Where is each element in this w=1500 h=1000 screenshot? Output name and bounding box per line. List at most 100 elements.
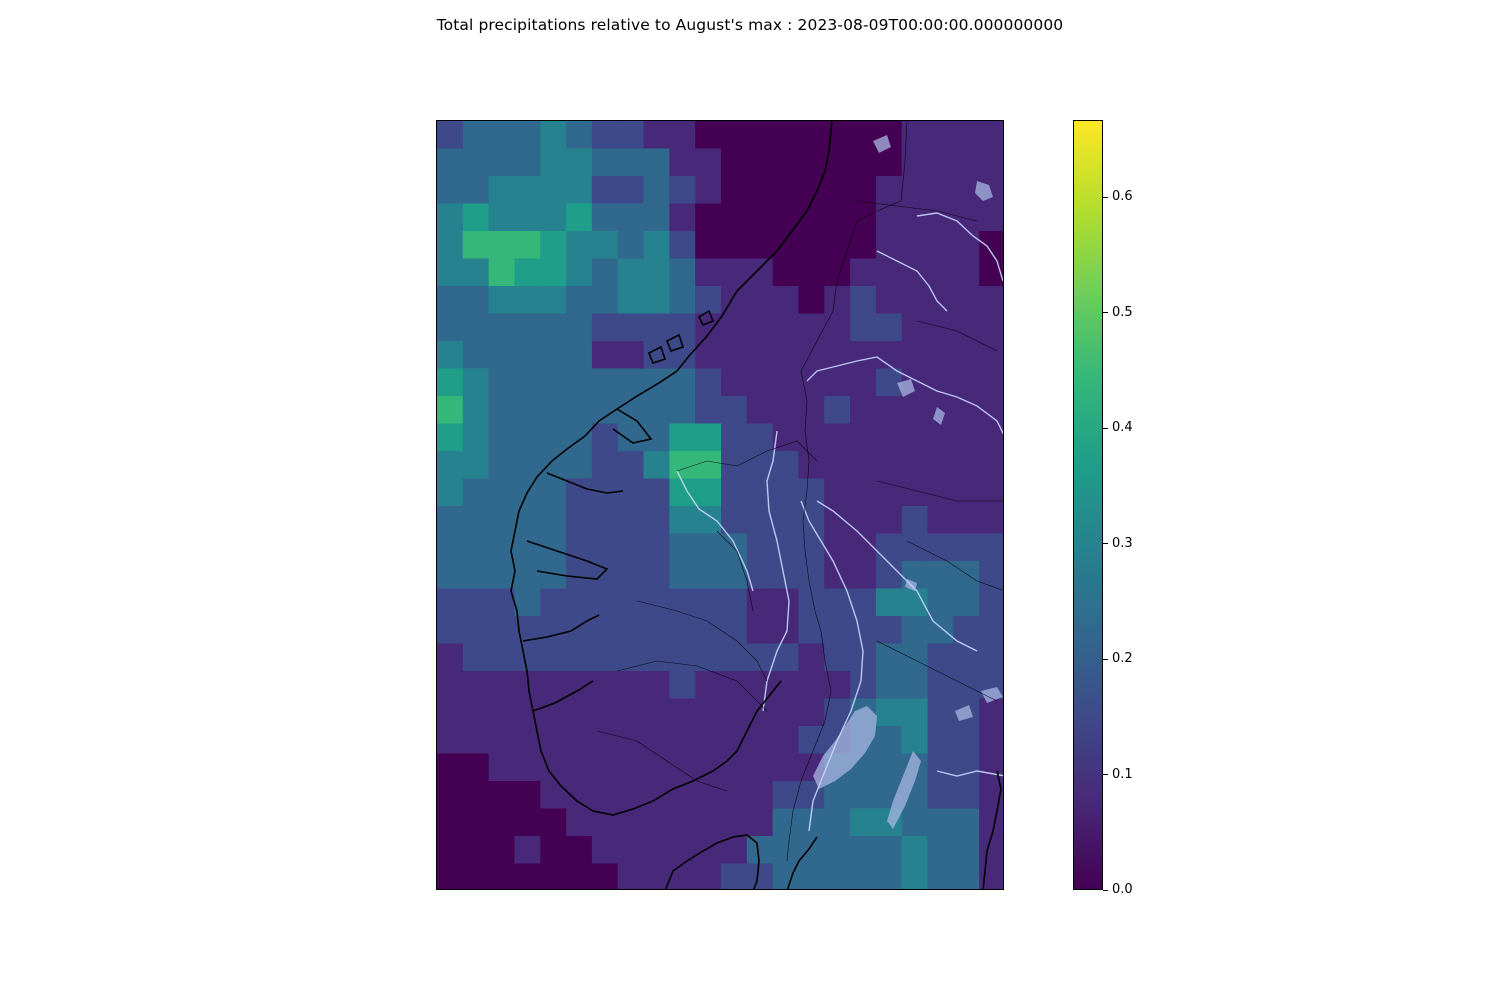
precip-cell xyxy=(540,396,567,425)
precip-cell xyxy=(746,121,774,150)
precip-cell xyxy=(901,341,929,370)
precip-cell xyxy=(437,148,464,177)
precip-cell xyxy=(927,863,954,889)
precip-cell xyxy=(798,726,825,755)
precip-cell xyxy=(772,423,800,452)
precip-cell xyxy=(540,506,567,535)
precip-cell xyxy=(617,451,645,480)
precip-cell xyxy=(798,506,825,535)
precip-cell xyxy=(643,753,670,782)
precip-cell xyxy=(591,121,619,150)
precip-cell xyxy=(617,313,645,342)
precip-cell xyxy=(566,231,593,260)
precip-cell xyxy=(643,808,670,837)
precip-cell xyxy=(875,506,903,535)
precip-cell xyxy=(927,451,954,480)
precip-cell xyxy=(488,423,516,452)
precip-cell xyxy=(953,368,980,397)
precip-cell xyxy=(591,726,619,755)
precip-cell xyxy=(462,176,490,205)
precip-cell xyxy=(927,588,954,617)
precip-cell xyxy=(901,203,929,232)
precip-cell xyxy=(850,836,877,865)
precip-cell xyxy=(721,341,748,370)
precip-cell xyxy=(824,121,851,150)
precip-cell xyxy=(695,203,722,232)
precip-cell xyxy=(566,176,593,205)
colorbar-tick-mark xyxy=(1103,427,1108,429)
precip-cell xyxy=(901,176,929,205)
precip-cell xyxy=(617,231,645,260)
precip-cell xyxy=(591,836,619,865)
precip-cell xyxy=(540,176,567,205)
precip-cell xyxy=(540,258,567,287)
precip-cell xyxy=(953,726,980,755)
precip-cell xyxy=(824,533,851,562)
precip-cell xyxy=(772,478,800,507)
precip-cell xyxy=(875,231,903,260)
precip-cell xyxy=(772,286,800,315)
precip-cell xyxy=(746,726,774,755)
precip-cell xyxy=(591,781,619,810)
precip-cell xyxy=(617,506,645,535)
precip-cell xyxy=(824,863,851,889)
precip-cell xyxy=(643,671,670,700)
precip-cell xyxy=(617,478,645,507)
precip-cell xyxy=(875,203,903,232)
precip-cell xyxy=(617,808,645,837)
precip-cell xyxy=(695,423,722,452)
colorbar-gradient xyxy=(1074,121,1102,889)
precip-cell xyxy=(746,588,774,617)
precip-cell xyxy=(746,533,774,562)
precip-cell xyxy=(617,423,645,452)
precip-cell xyxy=(488,313,516,342)
precip-cell xyxy=(875,616,903,645)
precip-cell xyxy=(927,671,954,700)
precip-cell xyxy=(437,341,464,370)
precip-cell xyxy=(824,808,851,837)
precip-cell xyxy=(953,231,980,260)
precip-cell xyxy=(540,836,567,865)
precip-cell xyxy=(514,368,541,397)
precip-cell xyxy=(798,313,825,342)
precip-cell xyxy=(798,588,825,617)
precip-cell xyxy=(953,258,980,287)
precip-cell xyxy=(798,231,825,260)
precip-cell xyxy=(514,121,541,150)
precip-cell xyxy=(979,341,1003,370)
precip-cell xyxy=(462,726,490,755)
precip-cell xyxy=(669,423,696,452)
county-2 xyxy=(636,600,768,682)
precip-cell xyxy=(669,396,696,425)
precipitation-grid xyxy=(437,121,1003,889)
precip-cell xyxy=(979,753,1003,782)
county-6 xyxy=(876,480,1003,502)
precip-cell xyxy=(488,588,516,617)
precip-cell xyxy=(643,698,670,727)
precip-cell xyxy=(721,176,748,205)
precip-cell xyxy=(669,533,696,562)
precip-cell xyxy=(669,616,696,645)
fjord-5 xyxy=(532,680,594,712)
precip-cell xyxy=(669,588,696,617)
precip-cell xyxy=(746,313,774,342)
precip-cell xyxy=(617,643,645,672)
precip-cell xyxy=(617,533,645,562)
precip-cell xyxy=(901,698,929,727)
precip-cell xyxy=(953,808,980,837)
precip-cell xyxy=(591,506,619,535)
county-8 xyxy=(876,640,998,702)
precip-cell xyxy=(721,478,748,507)
precip-cell xyxy=(824,478,851,507)
precip-cell xyxy=(850,258,877,287)
precip-cell xyxy=(437,561,464,590)
precip-cell xyxy=(824,313,851,342)
precip-cell xyxy=(798,643,825,672)
precip-cell xyxy=(798,341,825,370)
precip-cell xyxy=(695,836,722,865)
precip-cell xyxy=(772,588,800,617)
lake-mjosa xyxy=(813,706,877,789)
precip-cell xyxy=(669,231,696,260)
precip-cell xyxy=(437,286,464,315)
precip-cell xyxy=(798,478,825,507)
